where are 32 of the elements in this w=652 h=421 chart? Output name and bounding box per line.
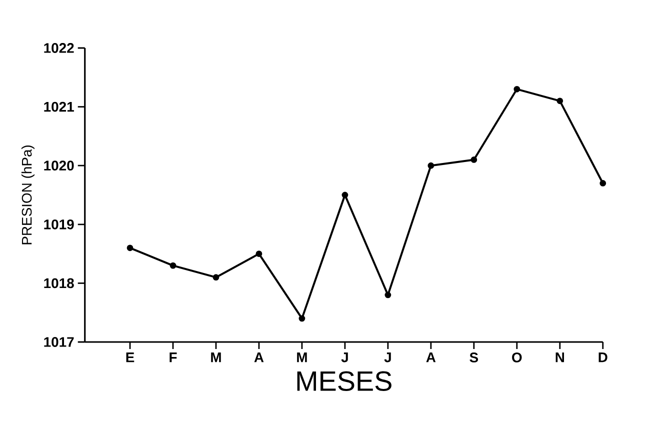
x-tick-label: M	[211, 352, 221, 362]
x-tick-label: A	[426, 352, 436, 362]
point	[170, 262, 176, 269]
point	[212, 274, 220, 281]
y-tick-label: 1022	[44, 43, 74, 53]
point	[428, 162, 434, 169]
y-tick-label: 1021	[44, 102, 74, 112]
point	[514, 86, 520, 92]
x-tick-label: D	[598, 352, 608, 362]
x-tick-label: S	[470, 352, 478, 362]
x-tick-label: N	[556, 352, 564, 362]
x-tick-label: O	[512, 352, 522, 362]
x-tick-label: J	[384, 352, 391, 362]
y-tick-label: 1020	[44, 160, 74, 171]
point	[470, 156, 478, 163]
x-tick-label: A	[254, 352, 264, 362]
x-axis-title: MESES	[297, 371, 392, 391]
y-tick-label: 1017	[44, 337, 74, 347]
point	[126, 244, 134, 252]
point	[342, 192, 348, 198]
x-tick-label: M	[297, 352, 307, 362]
x-tick-label: E	[126, 352, 134, 362]
point	[384, 292, 392, 298]
x-tick-label: F	[170, 352, 177, 362]
y-tick-label: 1019	[44, 219, 74, 230]
y-tick-label: 1018	[44, 278, 74, 288]
point	[556, 98, 564, 104]
point	[256, 250, 262, 257]
y-axis-title: PRESION (hPa)	[21, 146, 34, 244]
point	[600, 180, 606, 186]
x-tick-label: J	[341, 352, 348, 362]
point	[298, 315, 306, 322]
